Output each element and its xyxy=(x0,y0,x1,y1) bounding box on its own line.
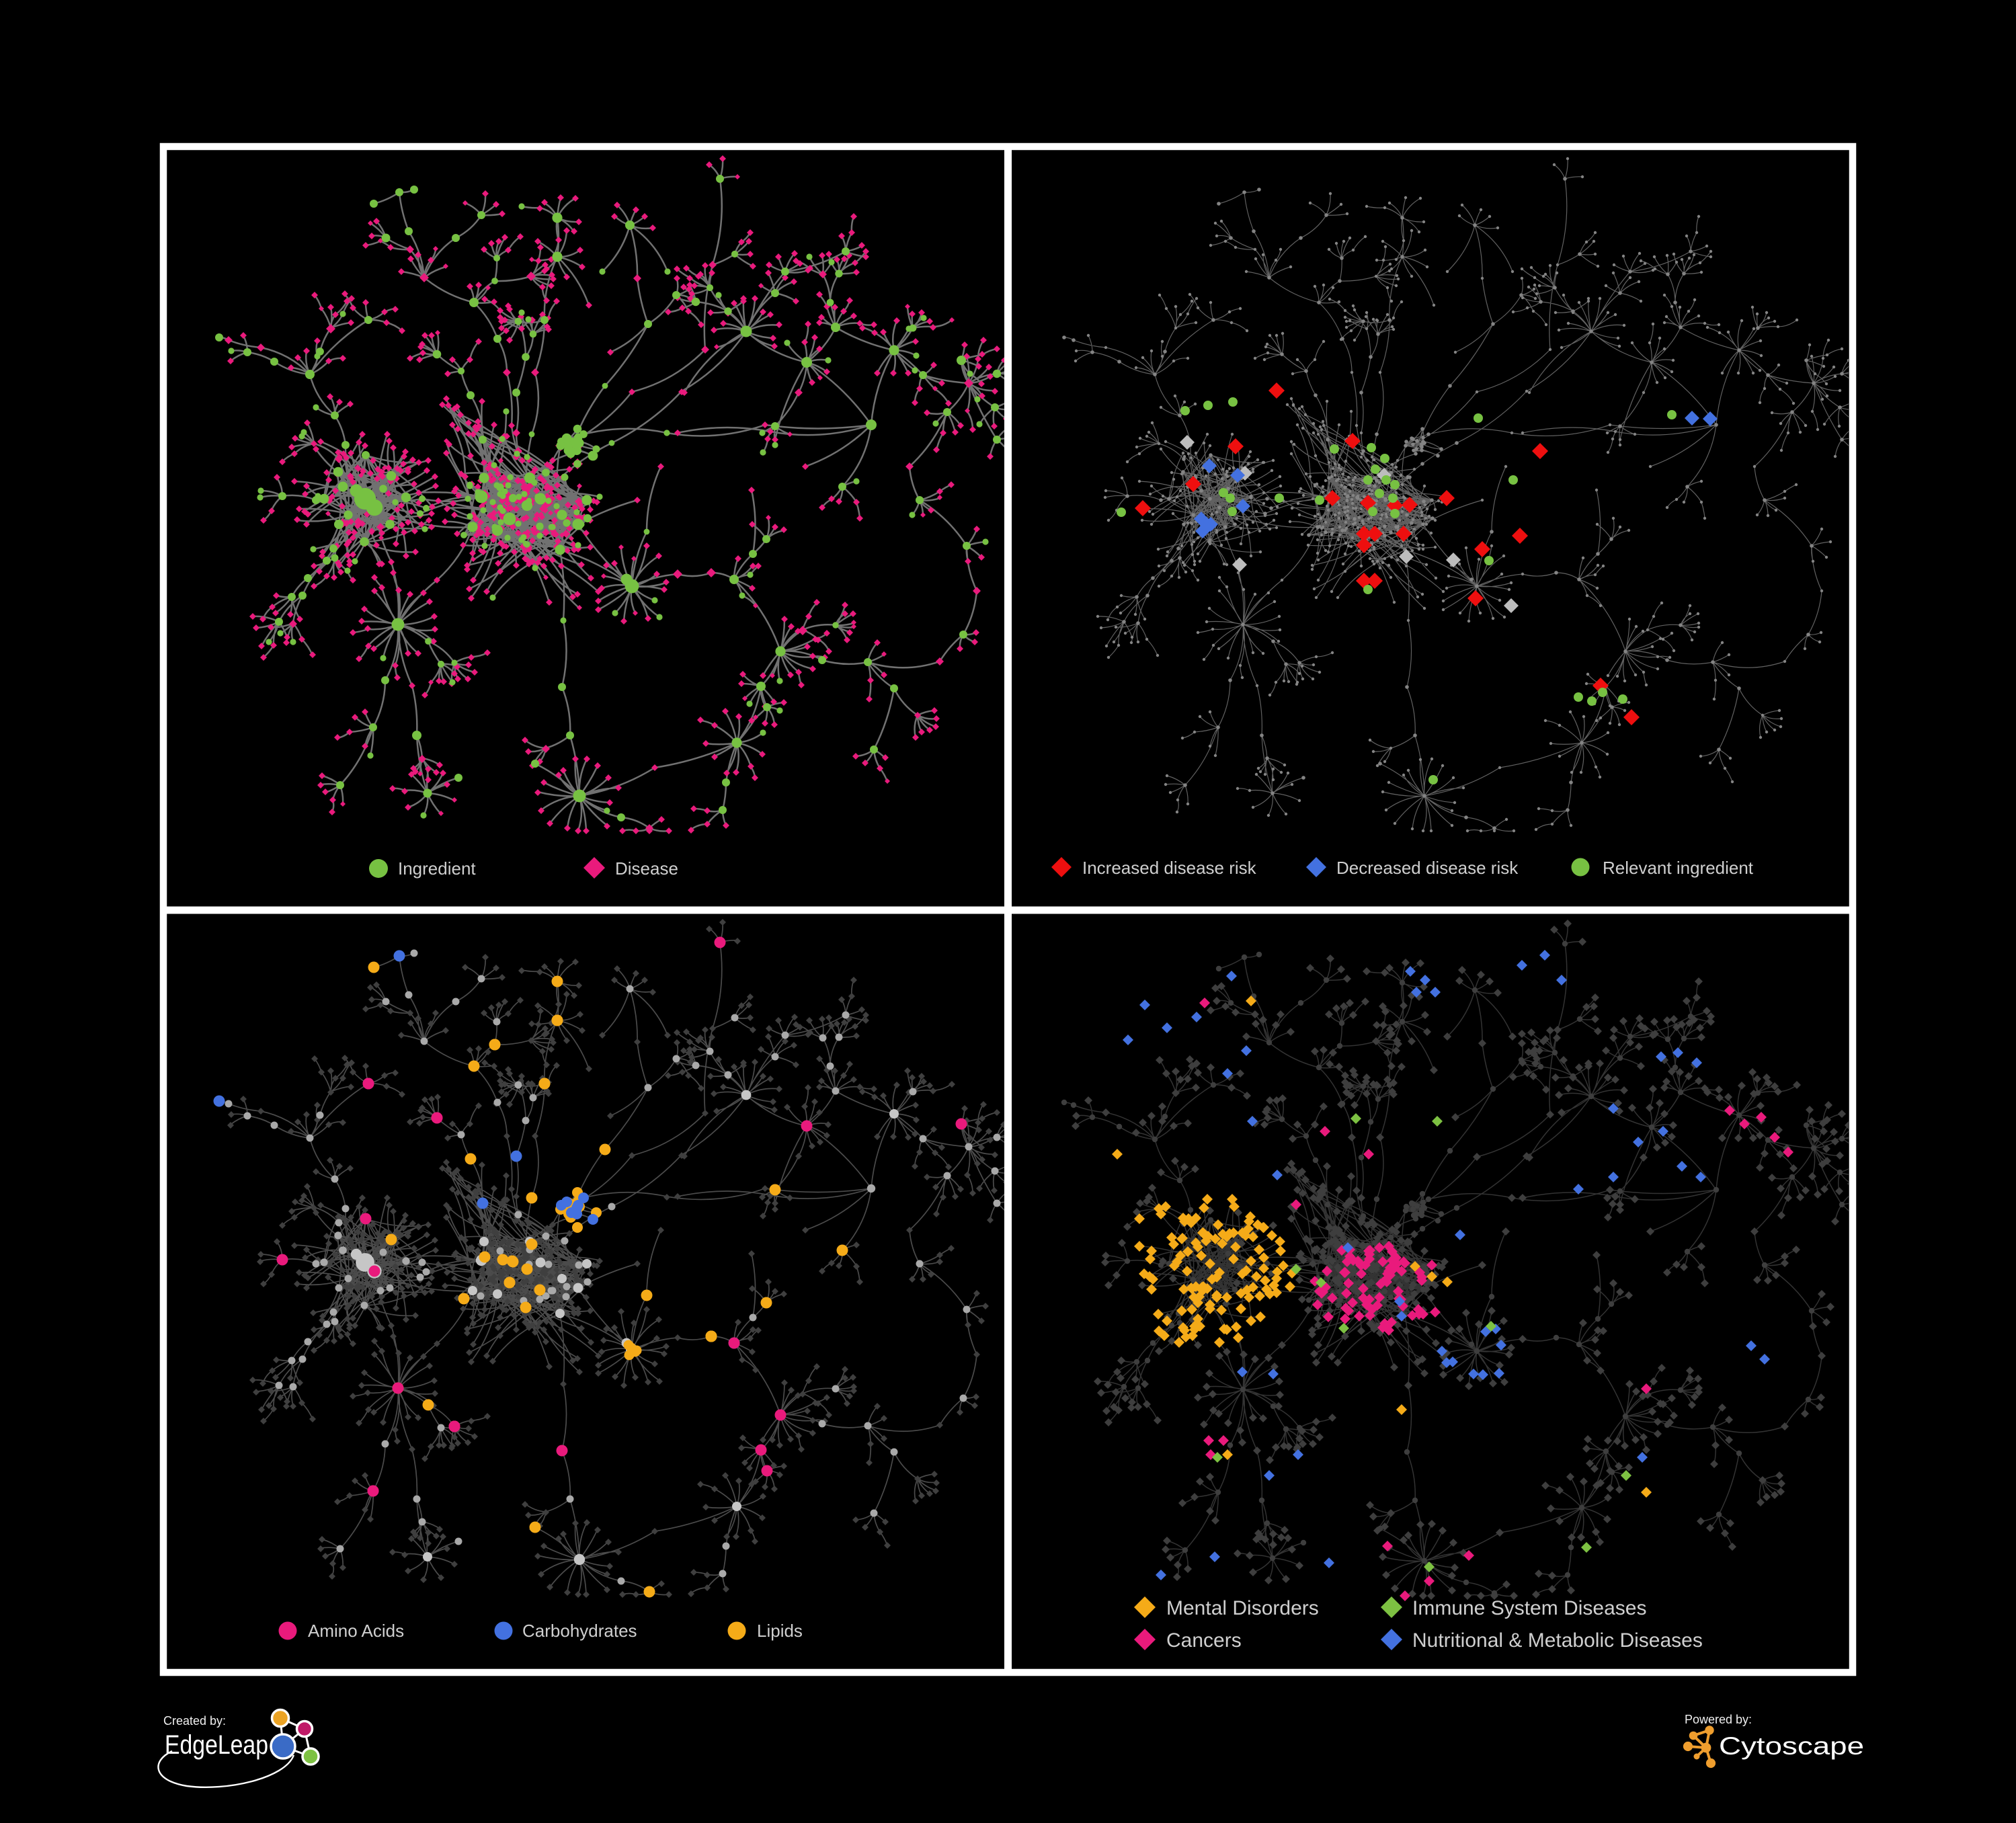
svg-text:Decreased disease risk: Decreased disease risk xyxy=(1336,858,1519,878)
svg-text:Powered by:: Powered by: xyxy=(1685,1713,1752,1726)
svg-text:Mental Disorders: Mental Disorders xyxy=(1166,1597,1319,1619)
svg-text:Disease: Disease xyxy=(615,858,678,879)
svg-text:Created by:: Created by: xyxy=(163,1714,226,1728)
svg-text:Ingredient: Ingredient xyxy=(398,858,476,879)
svg-text:Carbohydrates: Carbohydrates xyxy=(522,1621,637,1641)
svg-text:EdgeLeap: EdgeLeap xyxy=(165,1730,268,1760)
svg-text:Cytoscape: Cytoscape xyxy=(1719,1732,1864,1760)
svg-text:Relevant ingredient: Relevant ingredient xyxy=(1603,858,1754,878)
svg-text:Nutritional & Metabolic Diseas: Nutritional & Metabolic Diseases xyxy=(1412,1629,1703,1652)
svg-text:Increased disease risk: Increased disease risk xyxy=(1082,858,1257,878)
svg-text:Amino Acids: Amino Acids xyxy=(308,1621,404,1641)
svg-text:Lipids: Lipids xyxy=(757,1621,803,1641)
svg-text:Cancers: Cancers xyxy=(1166,1629,1242,1652)
svg-text:Immune System Diseases: Immune System Diseases xyxy=(1412,1597,1646,1619)
